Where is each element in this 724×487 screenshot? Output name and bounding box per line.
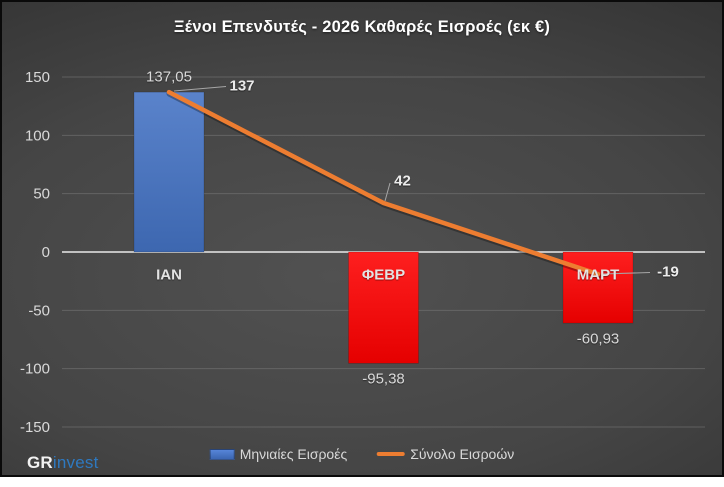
category-label: ΦΕΒΡ <box>361 266 406 283</box>
legend-bar-swatch-icon <box>209 448 235 460</box>
bar-ΦΕΒΡ <box>348 251 419 364</box>
y-tick-label: 150 <box>25 69 50 86</box>
legend-line-swatch-icon <box>377 451 406 457</box>
logo-gr-text: GR <box>27 453 53 472</box>
bar-ΙΑΝ <box>133 91 205 253</box>
line-shadow <box>166 90 602 279</box>
category-label: ΜΑΡΤ <box>576 266 620 283</box>
bar-ΜΑΡΤ <box>562 251 634 324</box>
line-value-label: 137 <box>229 77 255 95</box>
y-tick-label: -150 <box>20 419 50 436</box>
legend: Μηνιαίες Εισροές Σύνολο Εισροών <box>209 446 514 462</box>
chart-title: Ξένοι Επενδυτές - 2026 Καθαρές Εισροές (… <box>173 18 551 36</box>
leader-line <box>384 182 391 202</box>
chart-container: Ξένοι Επενδυτές - 2026 Καθαρές Εισροές (… <box>0 0 724 477</box>
y-tick-label: 0 <box>42 244 50 261</box>
legend-item-total-inflows: Σύνολο Εισροών <box>377 446 514 462</box>
y-tick-label: -50 <box>28 302 50 319</box>
category-label: ΙΑΝ <box>156 266 182 283</box>
bar-value-label: 137,05 <box>146 68 192 86</box>
leader-line <box>601 272 651 275</box>
y-tick-label: -100 <box>20 361 50 378</box>
plot-area: 150 100 50 0 -50 -100 -150 <box>20 69 705 436</box>
logo-invest-text: invest <box>52 453 99 472</box>
legend-label: Μηνιαίες Εισροές <box>239 446 348 462</box>
line-value-label: -19 <box>657 263 679 281</box>
total-inflows-line <box>166 89 601 277</box>
y-tick-label: 50 <box>33 186 50 203</box>
bar-value-label: -95,38 <box>362 370 405 388</box>
legend-item-monthly-inflows: Μηνιαίες Εισροές <box>209 446 348 462</box>
y-tick-label: 100 <box>25 127 50 144</box>
leader-line <box>173 86 227 92</box>
line-value-label: 42 <box>394 172 411 190</box>
grinvest-logo: GRinvest <box>27 453 99 473</box>
legend-label: Σύνολο Εισροών <box>410 446 515 462</box>
bar-value-label: -60,93 <box>576 330 620 348</box>
